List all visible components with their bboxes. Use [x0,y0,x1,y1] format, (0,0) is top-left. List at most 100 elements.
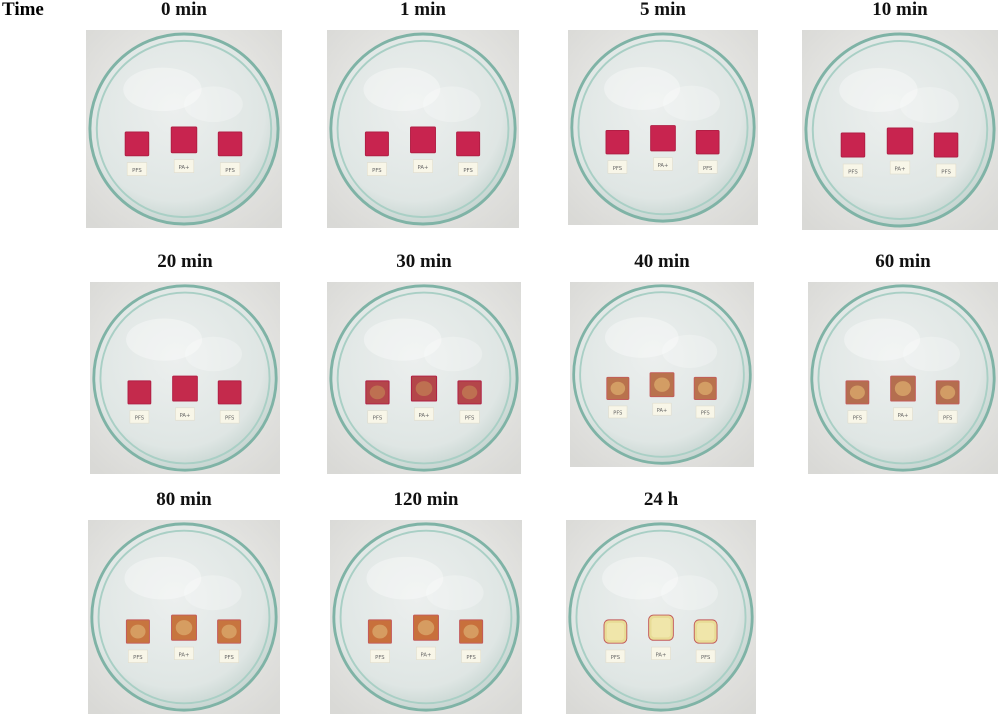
sample-tag-text: PA+ [894,166,905,172]
sample-tag-text: PA+ [180,413,191,419]
petri-dish-inner-rim [99,291,271,465]
sample-tag-paper [653,157,673,171]
sample-tag-text: PFS [133,655,143,661]
petri-dish-inner-rim [575,529,747,705]
sample-tag: PFS [608,405,628,419]
sample-tag-text: PFS [701,655,711,661]
sample-tag-text: PA+ [421,652,432,658]
petri-dish-photo: PFS PA+ PFS [808,282,998,474]
film-sample [456,131,481,157]
film-sample [217,131,243,157]
sample-tag: PA+ [175,407,195,421]
sample-tag-text: PA+ [898,413,909,419]
glare [900,87,959,123]
dish-panel: 5 min PFS PA+ PFS [568,0,758,225]
sample-tag: PA+ [414,407,434,421]
film-sample [172,375,198,402]
time-point-label: 5 min [640,0,686,20]
time-point-label: 0 min [161,0,207,20]
sample-tag-text: PFS [224,655,234,661]
glare [661,575,718,611]
glare [424,336,483,372]
faded-sample [697,622,715,641]
sample-tag-paper [651,646,671,660]
sample-tag: PA+ [416,646,436,660]
petri-dish-inner-rim [817,291,989,465]
sample-tag: PFS [847,410,868,424]
time-point-label: 80 min [156,489,212,510]
sample-tag-text: PFS [372,168,382,174]
sample-tag-paper [173,159,195,173]
dish-panel: 120 min PFS PA+ PFS [330,490,522,714]
color-change-spot [175,620,193,636]
sample-tag: PFS [129,410,150,424]
sample-tag-paper [416,646,436,660]
sample-tag: PA+ [174,646,194,660]
faded-sample [651,617,671,638]
color-change-spot [372,624,388,639]
color-change-spot [463,624,479,639]
time-point-label: 20 min [157,251,213,272]
dish-panel: 40 min PFS PA+ PFS [570,252,754,467]
sample-tag-text: PFS [701,411,710,417]
dish-panel: 1 min PFS PA+ PFS [327,0,519,228]
color-change-spot [369,385,386,400]
sample-tag: PA+ [413,159,433,173]
sample-tag: PFS [219,162,241,176]
dish-panel: 20 min PFS PA+ PFS [90,252,280,474]
sample-tag: PFS [697,160,718,174]
glare [602,556,679,600]
sample-tag-text: PFS [375,655,385,661]
glare [363,318,442,361]
film-sample [170,126,198,154]
sample-tag-paper [605,649,626,663]
sample-tag-paper [697,160,718,174]
sample-tag: PFS [370,649,390,663]
sample-tag-text: PFS [611,655,621,661]
glare [426,575,484,611]
sample-tag-text: PFS [463,168,473,174]
petri-dish-inner-rim [336,291,512,465]
film-sample [217,380,242,405]
film-sample [933,132,959,158]
sample-tag-paper [370,649,390,663]
sample-tag-paper [129,410,150,424]
sample-tag: PFS [219,649,240,663]
sample-tag: PFS [367,410,388,424]
petri-dish-inner-rim [811,40,989,220]
petri-dish-photo: PFS PA+ PFS [568,30,758,225]
sample-tag-paper [847,410,868,424]
sample-tag: PFS [605,649,626,663]
sample-tag-paper [219,649,240,663]
sample-tag: PFS [128,649,148,663]
glare [604,67,681,110]
petri-dish-photo: PFS PA+ PFS [802,30,998,230]
sample-tag-paper [937,410,958,424]
sample-tag-text: PA+ [178,165,189,171]
sample-tag-text: PFS [225,416,235,422]
sample-tag: PFS [695,649,716,663]
sample-tag-text: PFS [941,169,951,175]
sample-tag: PFS [367,162,387,176]
dish-panel: 80 min PFS PA+ PFS [88,490,280,714]
glare [363,67,441,112]
sample-tag: PFS [607,160,628,174]
glare [604,317,679,358]
film-sample [886,127,914,155]
dish-panel: 30 min PFS PA+ PFS [327,252,521,474]
time-point-label: 60 min [875,251,931,272]
dish-panel: 10 min PFS PA+ PFS [802,0,998,230]
sample-tag: PFS [935,163,957,178]
petri-dish-photo: PFS PA+ PFS [566,520,756,714]
sample-tag: PA+ [652,402,672,416]
glare [903,336,960,372]
time-point-label: 30 min [396,251,452,272]
petri-dish-photo: PFS PA+ PFS [330,520,522,714]
sample-tag-paper [652,402,672,416]
color-change-spot [221,624,237,639]
sample-tag: PFS [937,410,958,424]
color-change-spot [849,385,865,400]
sample-tag-text: PFS [465,416,475,422]
petri-dish-photo: PFS PA+ PFS [327,282,521,474]
color-change-spot [940,385,956,400]
